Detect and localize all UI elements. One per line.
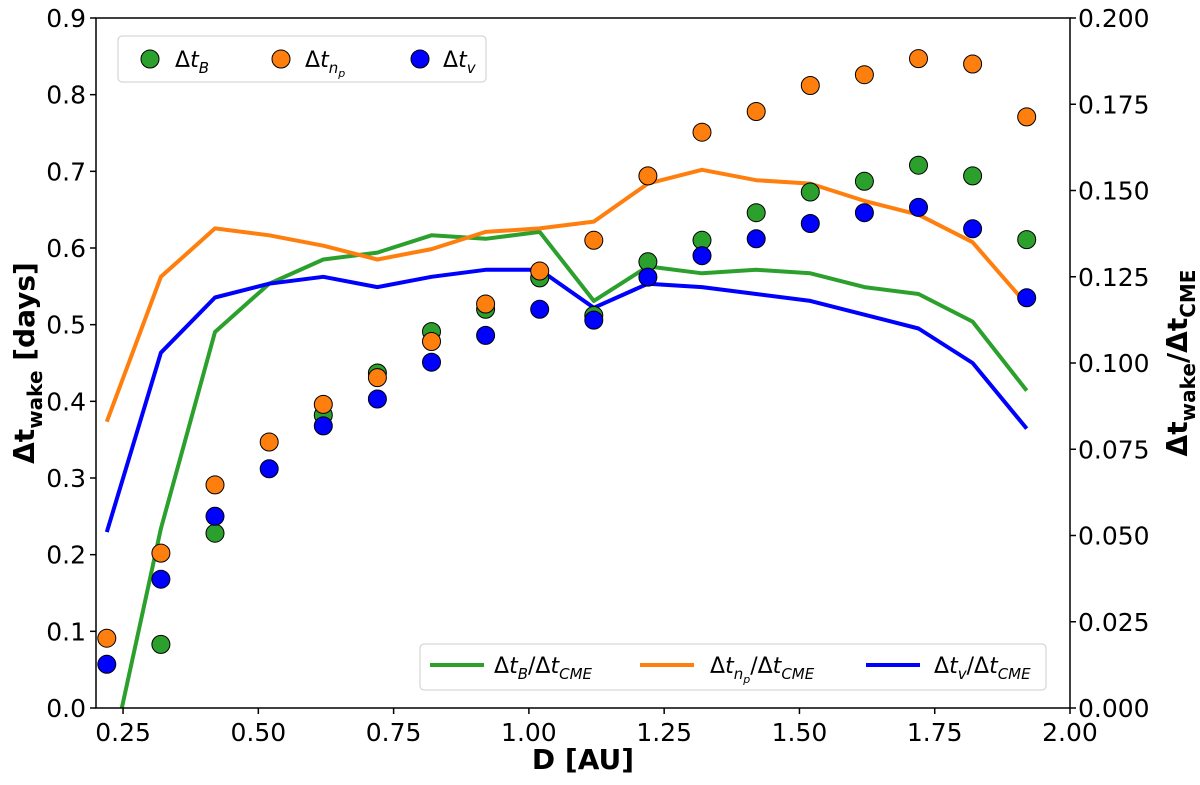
y-right-tick-label-5: 0.125 bbox=[1078, 263, 1150, 292]
legend-marker-dt-np bbox=[271, 49, 291, 69]
scatter-point-1-0 bbox=[97, 628, 117, 648]
x-tick-label-0: 0.25 bbox=[95, 718, 151, 747]
scatter-point-1-6 bbox=[422, 332, 441, 351]
scatter-point-0-17 bbox=[1017, 230, 1037, 250]
scatter-point-1-1 bbox=[151, 543, 171, 563]
scatter-point-2-9 bbox=[584, 310, 604, 330]
x-tick-label-4: 1.25 bbox=[636, 718, 692, 747]
scatter-point-2-4 bbox=[313, 416, 333, 436]
y-left-tick-label-7: 0.7 bbox=[46, 157, 86, 186]
y-right-tick-label-4: 0.100 bbox=[1078, 349, 1150, 378]
scatter-point-0-13 bbox=[800, 182, 820, 202]
legend-scatter: ΔtB Δtnp Δtv bbox=[117, 35, 487, 83]
scatter-point-0-2 bbox=[205, 523, 225, 543]
y-right-tick-label-0: 0.000 bbox=[1078, 694, 1150, 723]
y-right-tick-label-6: 0.150 bbox=[1078, 177, 1150, 206]
y-right-tick-label-7: 0.175 bbox=[1078, 90, 1150, 119]
y-left-tick-label-5: 0.5 bbox=[46, 311, 86, 340]
scatter-point-1-4 bbox=[313, 394, 333, 414]
scatter-point-2-11 bbox=[692, 246, 712, 266]
y-right-tick-label-2: 0.050 bbox=[1078, 522, 1150, 551]
y-left-tick-label-8: 0.8 bbox=[46, 81, 86, 110]
x-tick-label-7: 2.00 bbox=[1042, 718, 1098, 747]
line-series-2 bbox=[104, 267, 1029, 533]
scatter-series-group bbox=[97, 49, 1037, 674]
scatter-point-2-10 bbox=[638, 267, 658, 287]
scatter-point-2-1 bbox=[151, 569, 171, 589]
scatter-point-1-15 bbox=[909, 49, 928, 69]
legend-lines: ΔtB/ΔtCME Δtnp/ΔtCME Δtv/ΔtCME bbox=[419, 643, 1047, 691]
legend-marker-dt-v bbox=[410, 49, 430, 69]
scatter-point-2-14 bbox=[854, 203, 874, 223]
y-axis-left-title: Δtwake [days] bbox=[8, 262, 47, 464]
y-left-tick-label-9: 0.9 bbox=[46, 4, 86, 33]
line-series-0 bbox=[119, 229, 1029, 708]
y-left-tick-label-1: 0.1 bbox=[46, 617, 86, 646]
scatter-point-1-7 bbox=[476, 294, 496, 314]
scatter-point-1-11 bbox=[692, 122, 712, 142]
y-left-tick-label-3: 0.3 bbox=[46, 464, 86, 493]
scatter-point-2-17 bbox=[1017, 288, 1037, 308]
scatter-point-2-5 bbox=[367, 389, 387, 409]
scatter-point-2-8 bbox=[530, 299, 550, 319]
scatter-point-0-15 bbox=[909, 155, 928, 175]
y-right-tick-label-3: 0.075 bbox=[1078, 435, 1150, 464]
y-axis-right-title: Δtwake/ΔtCME bbox=[1161, 270, 1200, 457]
scatter-point-2-7 bbox=[476, 325, 496, 345]
scatter-point-2-2 bbox=[205, 506, 225, 526]
y-left-tick-label-2: 0.2 bbox=[46, 541, 86, 570]
scatter-point-2-16 bbox=[963, 219, 983, 239]
scatter-point-1-10 bbox=[638, 166, 658, 186]
scatter-point-1-17 bbox=[1017, 107, 1037, 127]
scatter-point-0-12 bbox=[746, 203, 766, 223]
plot-frame bbox=[95, 17, 1071, 709]
x-tick-label-2: 0.75 bbox=[366, 718, 422, 747]
scatter-point-1-9 bbox=[584, 230, 604, 250]
x-tick-label-3: 1.00 bbox=[501, 718, 557, 747]
scatter-point-1-13 bbox=[800, 76, 820, 95]
scatter-point-1-5 bbox=[367, 368, 387, 388]
scatter-point-2-13 bbox=[800, 214, 820, 233]
scatter-point-1-14 bbox=[854, 65, 874, 85]
y-left-tick-label-6: 0.6 bbox=[46, 234, 86, 263]
x-tick-label-6: 1.75 bbox=[907, 718, 963, 747]
y-left-tick-label-0: 0.0 bbox=[46, 694, 86, 723]
line-series-1 bbox=[104, 167, 1029, 423]
x-axis-title: D [AU] bbox=[532, 743, 634, 776]
scatter-point-0-1 bbox=[151, 634, 171, 654]
scatter-point-2-0 bbox=[97, 654, 117, 674]
scatter-point-0-14 bbox=[854, 171, 874, 191]
legend-marker-dt-b bbox=[140, 49, 160, 69]
scatter-point-0-16 bbox=[963, 166, 983, 186]
scatter-point-2-6 bbox=[422, 352, 441, 372]
scatter-point-2-12 bbox=[746, 229, 766, 249]
scatter-point-1-3 bbox=[259, 432, 279, 452]
x-tick-label-1: 0.50 bbox=[230, 718, 286, 747]
scatter-point-1-2 bbox=[205, 475, 225, 495]
axes: 0.25 0.50 0.75 1.00 1.25 1.50 1.75 2.00 0.0 0.1 0.… bbox=[46, 4, 1149, 747]
y-right-tick-label-8: 0.200 bbox=[1078, 4, 1150, 33]
scatter-point-1-8 bbox=[530, 261, 550, 281]
scatter-point-2-3 bbox=[259, 459, 279, 479]
scatter-point-2-15 bbox=[909, 197, 928, 217]
y-right-tick-label-1: 0.025 bbox=[1078, 608, 1150, 637]
x-tick-label-5: 1.50 bbox=[772, 718, 828, 747]
scatter-point-1-16 bbox=[963, 54, 983, 74]
scatter-point-1-12 bbox=[746, 102, 766, 121]
line-series-group bbox=[104, 167, 1029, 708]
y-left-tick-label-4: 0.4 bbox=[46, 387, 86, 416]
